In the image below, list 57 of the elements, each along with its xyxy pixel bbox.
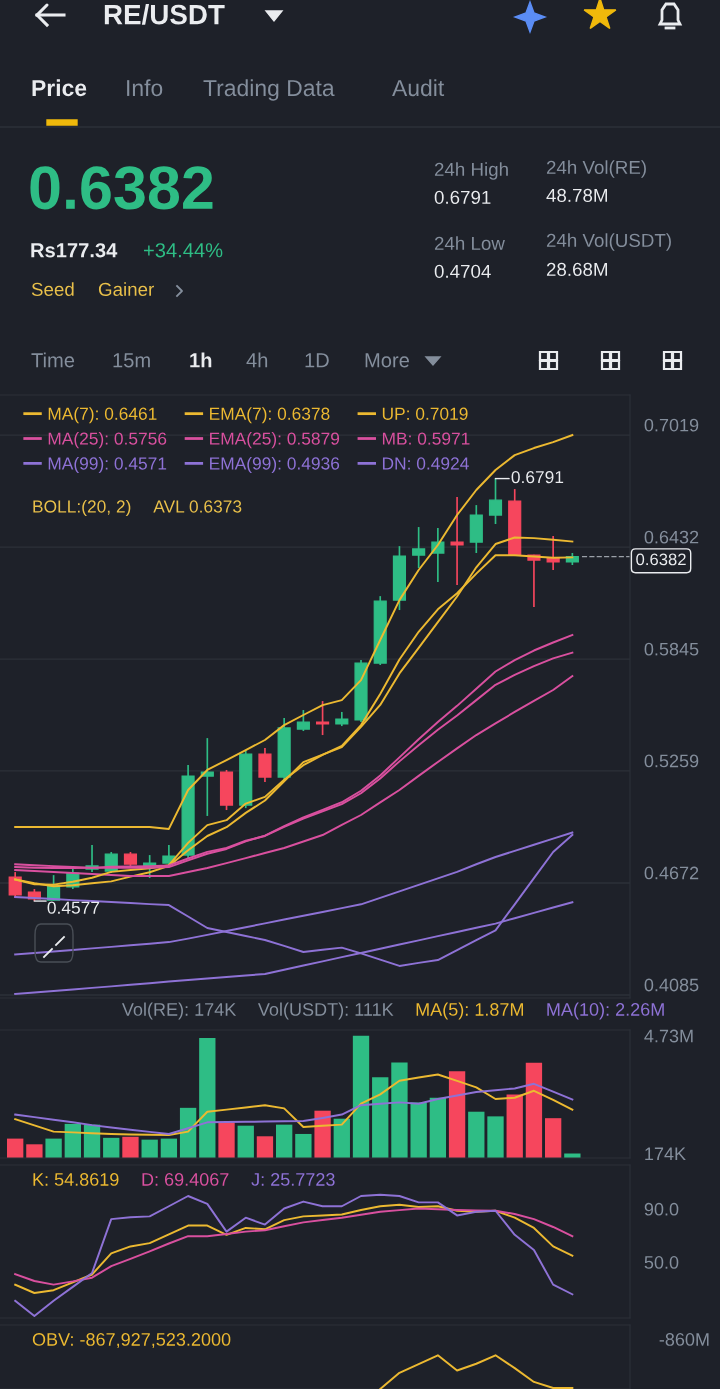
text: RE/USDT (104, 4, 225, 25)
y-tick-label: 4.73M (644, 1029, 693, 1043)
text: 0.4704 (434, 264, 491, 279)
legend-label: UP: 0.7019 (382, 407, 468, 420)
text: 48.78M (546, 188, 607, 203)
legend-label: EMA(7): 0.6378 (210, 407, 330, 424)
annotation: AVL 0.6373 (153, 500, 242, 513)
legend-label: EMA(99): 0.4936 (210, 456, 340, 474)
text: 24h Low (434, 236, 505, 251)
text: Rs177.34 (31, 243, 118, 258)
text: D: 69.4067 (142, 1173, 229, 1186)
y-tick-label: 90.0 (644, 1202, 679, 1216)
text: Info (127, 79, 163, 97)
text: Vol(USDT): 111K (257, 1002, 394, 1020)
text: 1h (190, 352, 212, 368)
legend-label: MA(99): 0.4571 (48, 456, 167, 474)
text: Price (32, 79, 87, 97)
y-tick-label: 50.0 (644, 1256, 679, 1269)
y-tick-label: 0.5259 (644, 754, 699, 768)
text: -860M (659, 1333, 709, 1346)
text: 24h Vol(USDT) (546, 233, 671, 251)
text: Gainer (98, 282, 154, 297)
text: 15m (113, 353, 150, 368)
text: 1D (305, 353, 329, 368)
text: 4h (246, 352, 268, 368)
text: MA(10): 2.26M (547, 1002, 664, 1020)
series-label: J: 25.7723 (251, 1173, 335, 1186)
text: 24h Vol(RE) (546, 160, 646, 178)
annotation: 0.4577 (47, 901, 100, 914)
text: Time (31, 352, 75, 368)
legend-label: MB: 0.5971 (382, 432, 470, 445)
annotation: 0.6791 (511, 470, 564, 484)
text: OBV: -867,927,523.2000 (32, 1333, 231, 1348)
y-tick-label: 174K (645, 1147, 686, 1161)
text: 0.6791 (434, 190, 491, 205)
y-tick-label: 0.4085 (644, 978, 699, 992)
legend-label: EMA(25): 0.5879 (210, 432, 340, 449)
text: More (365, 353, 409, 368)
text: 0.6382 (30, 166, 213, 210)
text: Audit (392, 79, 445, 97)
legend-label: MA(25): 0.5756 (48, 432, 167, 449)
text: K: 54.8619 (33, 1173, 119, 1186)
text: MA(5): 1.87M (416, 1002, 524, 1020)
y-tick-label: 0.7019 (644, 418, 699, 432)
ref-line-label: 0.6382 (636, 553, 686, 566)
legend-label: DN: 0.4924 (382, 457, 469, 470)
text: Seed (31, 282, 74, 297)
legend-label: MA(7): 0.6461 (48, 407, 157, 424)
y-tick-label: 0.5845 (644, 642, 699, 656)
annotation: BOLL:(20, 2) (33, 499, 131, 517)
y-tick-label: 0.4672 (644, 866, 699, 880)
text: Trading Data (203, 79, 335, 101)
y-tick-label: 0.6432 (644, 530, 699, 544)
text: 24h High (434, 162, 508, 180)
text: +34.44% (143, 243, 223, 258)
text: 28.68M (546, 262, 607, 277)
text: Vol(RE): 174K (121, 1002, 237, 1020)
